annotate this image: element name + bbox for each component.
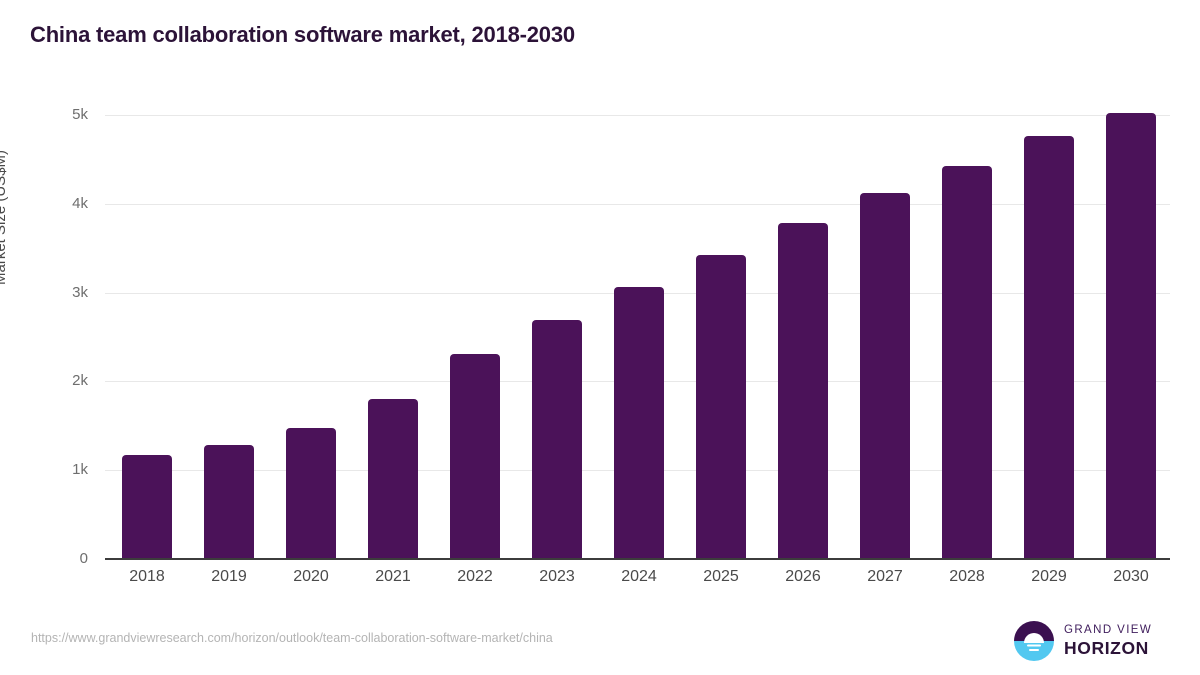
x-tick-label-2024: 2024	[621, 568, 657, 585]
gridline-4000	[105, 203, 1170, 205]
bar-series	[105, 113, 1170, 559]
bar-2020[interactable]	[286, 428, 336, 559]
bar-2029[interactable]	[1024, 136, 1074, 559]
y-tick-label: 5k	[72, 106, 88, 123]
x-tick-label-2018: 2018	[129, 568, 165, 585]
bar-2022[interactable]	[450, 354, 500, 559]
bar-2030[interactable]	[1106, 113, 1156, 559]
bar-2026[interactable]	[778, 223, 828, 559]
bar-2028[interactable]	[942, 165, 992, 559]
x-tick-label-2025: 2025	[703, 568, 739, 585]
y-tick-label: 4k	[72, 194, 88, 212]
x-tick-label-2026: 2026	[785, 568, 821, 585]
x-tick-label-2019: 2019	[211, 568, 247, 585]
y-tick-label: 0	[79, 550, 88, 567]
x-tick-label-2028: 2028	[949, 568, 985, 585]
bar-2021[interactable]	[368, 398, 418, 559]
source-url[interactable]: https://www.grandviewresearch.com/horizo…	[31, 631, 553, 645]
x-axis-line	[105, 558, 1170, 560]
y-tick-label: 2k	[72, 372, 88, 390]
y-tick-label: 1k	[72, 461, 88, 479]
bar-2024[interactable]	[614, 286, 664, 559]
bar-2023[interactable]	[532, 319, 582, 559]
y-axis-title: Market Size (US$M)	[0, 149, 9, 285]
x-tick-label-2021: 2021	[375, 568, 411, 585]
bar-2018[interactable]	[122, 455, 172, 559]
grand-view-horizon-logo[interactable]: GRAND VIEW HORIZON	[1013, 620, 1152, 662]
x-tick-label-2022: 2022	[457, 568, 493, 585]
x-tick-label-2023: 2023	[539, 568, 575, 585]
horizon-logo-icon	[1013, 620, 1055, 662]
bar-2019[interactable]	[204, 444, 254, 559]
y-tick-label: 3k	[72, 283, 88, 301]
bar-2025[interactable]	[696, 255, 746, 559]
logo-wordmark: GRAND VIEW HORIZON	[1064, 624, 1153, 658]
bar-2027[interactable]	[860, 193, 910, 559]
gridline-5000	[105, 115, 1170, 116]
logo-line-1: GRAND VIEW	[1064, 624, 1153, 636]
x-tick-label-2027: 2027	[867, 568, 903, 585]
x-tick-label-2020: 2020	[293, 568, 329, 585]
x-tick-label-2030: 2030	[1113, 568, 1149, 585]
logo-line-2: HORIZON	[1064, 637, 1149, 658]
page-title: China team collaboration software market…	[30, 22, 575, 47]
x-tick-label-2029: 2029	[1031, 568, 1067, 585]
